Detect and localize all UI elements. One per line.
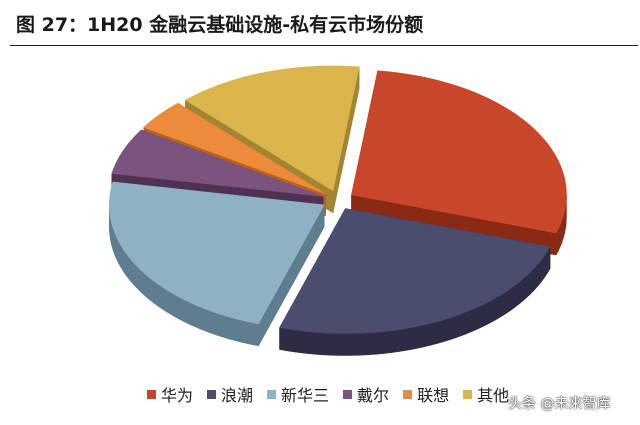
legend-item-4: 联想 <box>403 382 449 406</box>
legend-label: 华为 <box>161 386 194 405</box>
legend-item-5: 其他 <box>463 382 509 406</box>
slice-top-戴尔 <box>111 129 324 197</box>
legend-swatch <box>463 389 473 399</box>
legend-swatch <box>207 389 217 399</box>
legend-label: 戴尔 <box>357 386 390 405</box>
legend-item-3: 戴尔 <box>343 382 389 406</box>
legend-label: 浪潮 <box>221 386 254 405</box>
slice-top-新华三 <box>109 181 325 325</box>
title-divider <box>10 45 638 46</box>
legend-item-2: 新华三 <box>267 382 329 406</box>
legend-item-1: 浪潮 <box>207 382 253 406</box>
legend-label: 联想 <box>417 386 450 405</box>
watermark-text: 头条 @未来智库 <box>508 396 611 412</box>
pie-slice-1 <box>279 208 551 356</box>
legend-swatch <box>403 389 413 399</box>
legend-label: 其他 <box>477 386 510 405</box>
figure-title: 图 27：1H20 金融云基础设施-私有云市场份额 <box>16 14 424 36</box>
slice-top-联想 <box>143 102 326 195</box>
legend-item-0: 华为 <box>147 382 193 406</box>
chart-legend: 华为 浪潮 新华三 戴尔 联想 其他 <box>147 382 509 406</box>
legend-swatch <box>147 389 156 399</box>
legend-label: 新华三 <box>281 386 330 405</box>
pie-slice-0 <box>351 70 567 256</box>
slice-top-其他 <box>184 65 360 192</box>
slice-top-华为 <box>351 70 567 234</box>
legend-swatch <box>343 389 353 399</box>
pie-slice-2 <box>109 181 325 347</box>
slice-top-浪潮 <box>279 208 551 334</box>
legend-swatch <box>267 389 277 399</box>
